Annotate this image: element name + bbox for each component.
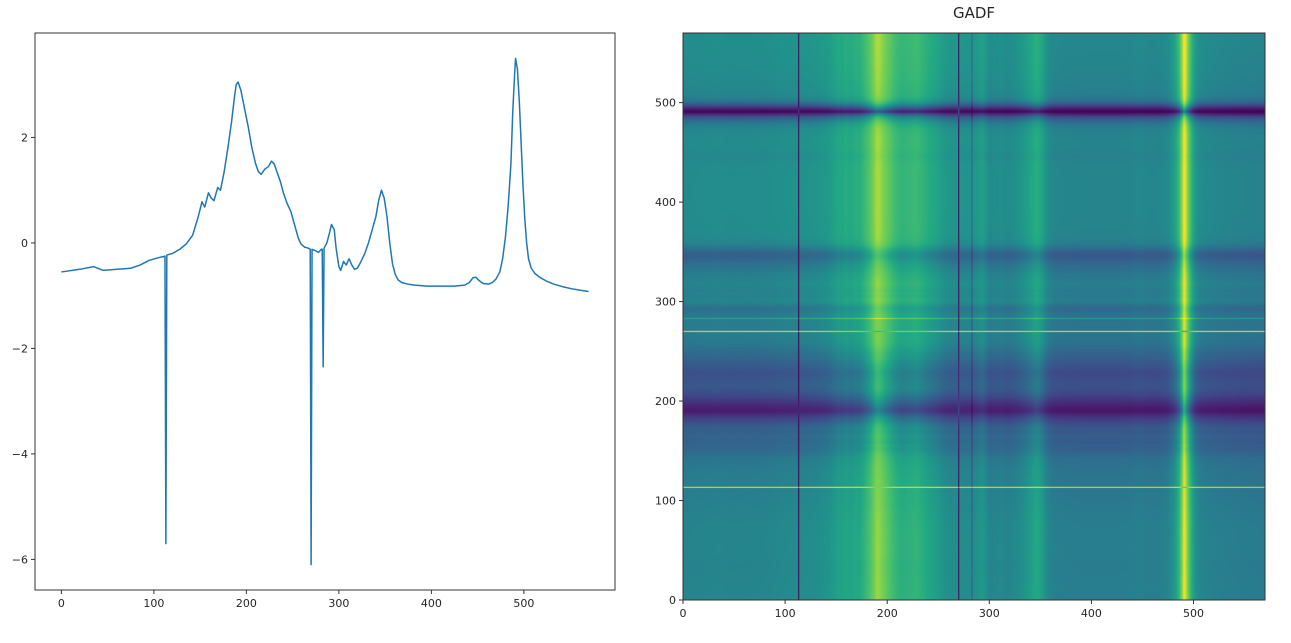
y-tick-label: 100 [655,495,676,508]
x-tick-label: 100 [143,597,164,610]
x-tick-label: 200 [236,597,257,610]
y-tick-label: 0 [21,237,28,250]
x-tick-label: 500 [513,597,534,610]
y-tick-label: 0 [669,594,676,607]
line-plot: 0 100 200 300 400 500 −6 −4 −2 0 2 [12,32,616,610]
y-tick-label: 400 [655,196,676,209]
x-tick-label: 300 [979,607,1000,620]
heatmap-axes: 0 100 200 300 400 500 0 100 200 300 400 500 [655,32,1266,620]
x-tick-label: 0 [680,607,687,620]
y-tick-label: −2 [12,342,28,355]
heatmap-title: GADF [952,4,996,22]
y-tick-label: −6 [12,553,28,566]
y-tick-label: 2 [21,131,28,144]
y-tick-label: 300 [655,296,676,309]
x-tick-label: 100 [775,607,796,620]
x-tick-label: 400 [421,597,442,610]
x-tick-label: 200 [877,607,898,620]
x-tick-label: 500 [1183,607,1204,620]
x-tick-label: 400 [1081,607,1102,620]
x-tick-label: 300 [328,597,349,610]
heatmap-frame [682,32,1266,601]
line-plot-frame [34,32,616,591]
y-tick-label: −4 [12,448,28,461]
x-tick-label: 0 [58,597,65,610]
y-tick-label: 500 [655,97,676,110]
y-tick-label: 200 [655,395,676,408]
signal-line [61,57,589,566]
gadf-heatmap [683,33,1265,600]
